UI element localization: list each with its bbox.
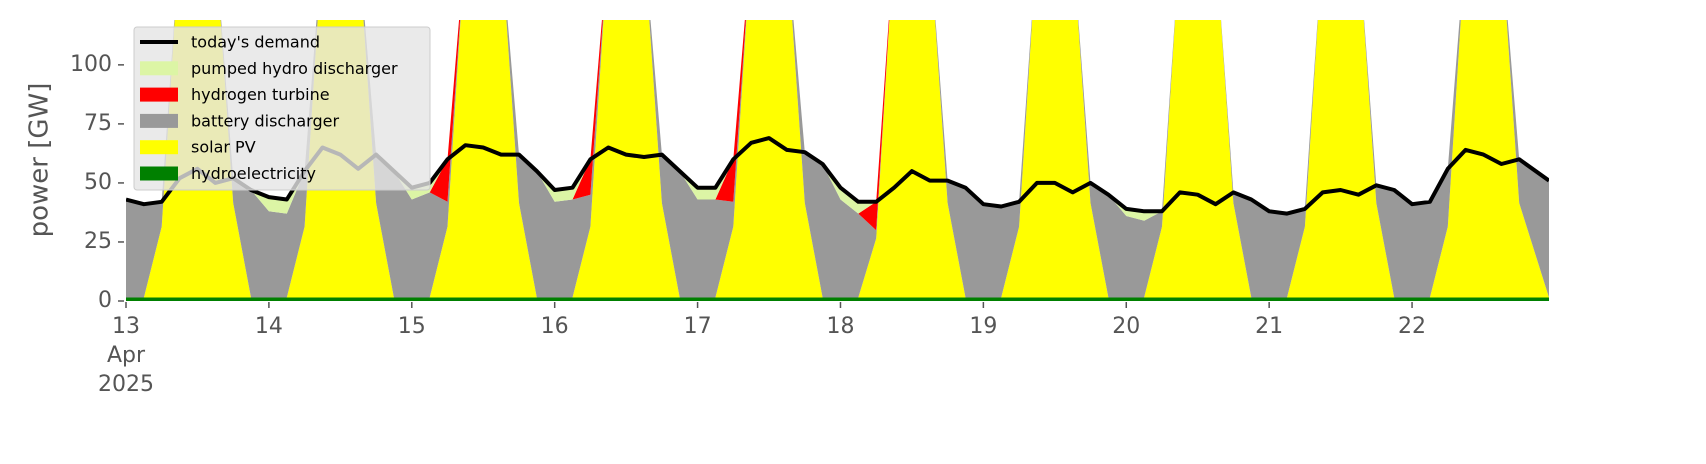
y-tick-label: 75 [84, 111, 112, 136]
x-tick-label: 13 Apr 2025 [98, 314, 154, 397]
axes: 0 25 50 75 100 13 Apr 2025 14 15 16 17 18 19 20 21 22 [70, 52, 1426, 397]
x-tick-label: 18 [826, 314, 854, 339]
y-tick-label: 0 [98, 288, 112, 313]
legend-label: pumped hydro discharger [191, 59, 398, 78]
legend-label: hydroelectricity [191, 164, 316, 183]
plot-area [126, 20, 1549, 301]
legend-swatch [140, 140, 178, 155]
y-tick-label: 100 [70, 52, 112, 77]
area [126, 297, 1549, 301]
legend-label: solar PV [191, 138, 256, 157]
x-tick-label: 16 [541, 314, 569, 339]
x-tick-label: 17 [684, 314, 712, 339]
y-tick-label: 25 [84, 229, 112, 254]
x-tick-label: 20 [1112, 314, 1140, 339]
legend-box [133, 26, 431, 191]
legend-swatch [140, 61, 178, 76]
x-tick-label: 14 [255, 314, 283, 339]
legend-label: hydrogen turbine [191, 85, 330, 104]
y-axis-label: power [GW] [25, 83, 55, 238]
area [126, 20, 1549, 298]
legend-label: today's demand [191, 33, 320, 52]
legend: today's demand pumped hydro discharger hyd… [133, 26, 431, 191]
x-tick-label: 19 [969, 314, 997, 339]
legend-swatch [140, 166, 178, 181]
x-tick-label: 22 [1398, 314, 1426, 339]
x-tick-label: 21 [1255, 314, 1283, 339]
x-tick-label: 15 [398, 314, 426, 339]
area [126, 20, 1549, 221]
legend-swatch [140, 113, 178, 128]
legend-swatch [140, 87, 178, 102]
legend-label: battery discharger [191, 111, 339, 130]
y-tick-label: 50 [84, 170, 112, 195]
area [126, 20, 1549, 298]
